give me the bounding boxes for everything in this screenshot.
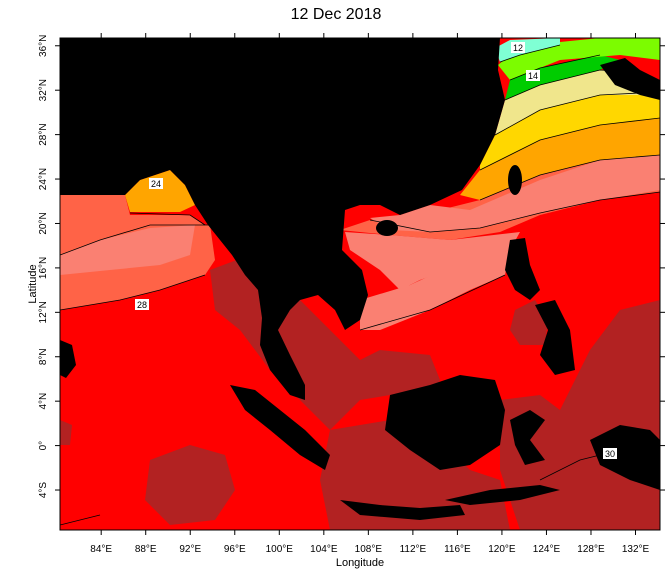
contour-label: 12 xyxy=(513,43,523,53)
y-axis-label: Latitude xyxy=(27,264,39,303)
x-tick-label: 132°E xyxy=(622,544,650,555)
y-tick-label: 24°N xyxy=(38,168,49,190)
x-tick-label: 96°E xyxy=(224,544,246,555)
y-tick-label: 0° xyxy=(38,441,49,451)
sea-bay xyxy=(60,195,205,255)
x-tick-label: 92°E xyxy=(179,544,201,555)
x-tick-label: 104°E xyxy=(310,544,338,555)
frame xyxy=(59,37,661,531)
y-tick-label: 8°N xyxy=(38,348,49,365)
contour-label: 14 xyxy=(528,71,538,81)
land xyxy=(60,38,660,520)
x-tick-label: 88°E xyxy=(135,544,157,555)
y-tick-label: 16°N xyxy=(38,257,49,279)
x-tick-label: 112°E xyxy=(400,544,427,555)
y-tick-label: 36°N xyxy=(38,35,49,57)
sea-27b xyxy=(345,232,520,290)
contour-label-box xyxy=(603,448,617,459)
contour-label: 24 xyxy=(151,179,161,189)
sea-26 xyxy=(60,225,195,275)
contour-label: 30 xyxy=(605,449,615,459)
x-axis-label: Longitude xyxy=(336,557,384,569)
x-tick-label: 108°E xyxy=(355,544,383,555)
contour-label-box xyxy=(135,299,149,310)
y-tick-label: 4°N xyxy=(38,393,49,410)
x-tick-label: 116°E xyxy=(444,544,471,555)
contour-label: 28 xyxy=(137,300,147,310)
contour-label-box xyxy=(511,42,525,53)
map-title: 12 Dec 2018 xyxy=(291,6,382,23)
sea-25 xyxy=(125,170,195,212)
x-tick-label: 120°E xyxy=(488,544,516,555)
y-tick-label: 12°N xyxy=(38,301,49,323)
y-tick-label: 32°N xyxy=(38,79,49,101)
sea-27c xyxy=(360,250,510,330)
sea-22 xyxy=(480,92,660,170)
contour-labels: 12 14 24 28 30 xyxy=(135,42,617,459)
x-tick-label: 84°E xyxy=(90,544,112,555)
contour-label-box xyxy=(526,70,540,81)
map-fill xyxy=(60,38,660,530)
x-tick-label: 100°E xyxy=(266,544,294,555)
y-tick-label: 4°S xyxy=(38,482,49,499)
contour-label-box xyxy=(149,178,163,189)
x-tick-label: 124°E xyxy=(533,544,561,555)
y-tick-label: 20°N xyxy=(38,212,49,234)
x-tick-label: 128°E xyxy=(577,544,605,555)
y-tick-label: 28°N xyxy=(38,123,49,145)
sea-16 xyxy=(505,55,620,100)
